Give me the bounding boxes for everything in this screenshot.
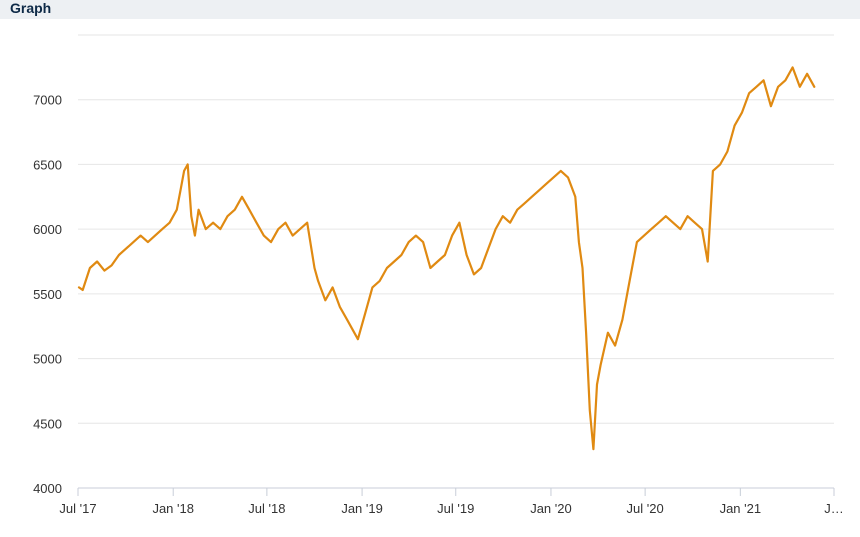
- y-tick-label: 6500: [33, 157, 62, 172]
- y-tick-label: 4500: [33, 416, 62, 431]
- y-axis-ticks: 4000 4500 5000 5500 6000 6500 7000: [33, 93, 62, 496]
- x-tick-label: Jan '20: [530, 501, 572, 516]
- y-tick-label: 6000: [33, 222, 62, 237]
- x-tick-label: Jul '18: [248, 501, 285, 516]
- y-tick-label: 5500: [33, 287, 62, 302]
- x-tick-label: Jan '21: [720, 501, 762, 516]
- x-tick-label: Jan '18: [152, 501, 194, 516]
- x-tick-label: Jul '20: [627, 501, 664, 516]
- y-tick-label: 4000: [33, 481, 62, 496]
- panel-header: Graph: [0, 0, 860, 19]
- series-group: [77, 66, 816, 451]
- series-line: [77, 66, 816, 451]
- y-tick-label: 7000: [33, 93, 62, 108]
- y-tick-label: 5000: [33, 352, 62, 367]
- x-tick-label: Jul '17: [59, 501, 96, 516]
- grid-lines: [78, 34, 834, 424]
- x-tick-label: J…: [824, 501, 844, 516]
- x-tick-label: Jan '19: [341, 501, 383, 516]
- x-tick-label: Jul '19: [437, 501, 474, 516]
- panel-title: Graph: [10, 0, 52, 16]
- x-axis: Jul '17 Jan '18 Jul '18 Jan '19 Jul '19 Jan '…: [59, 487, 844, 516]
